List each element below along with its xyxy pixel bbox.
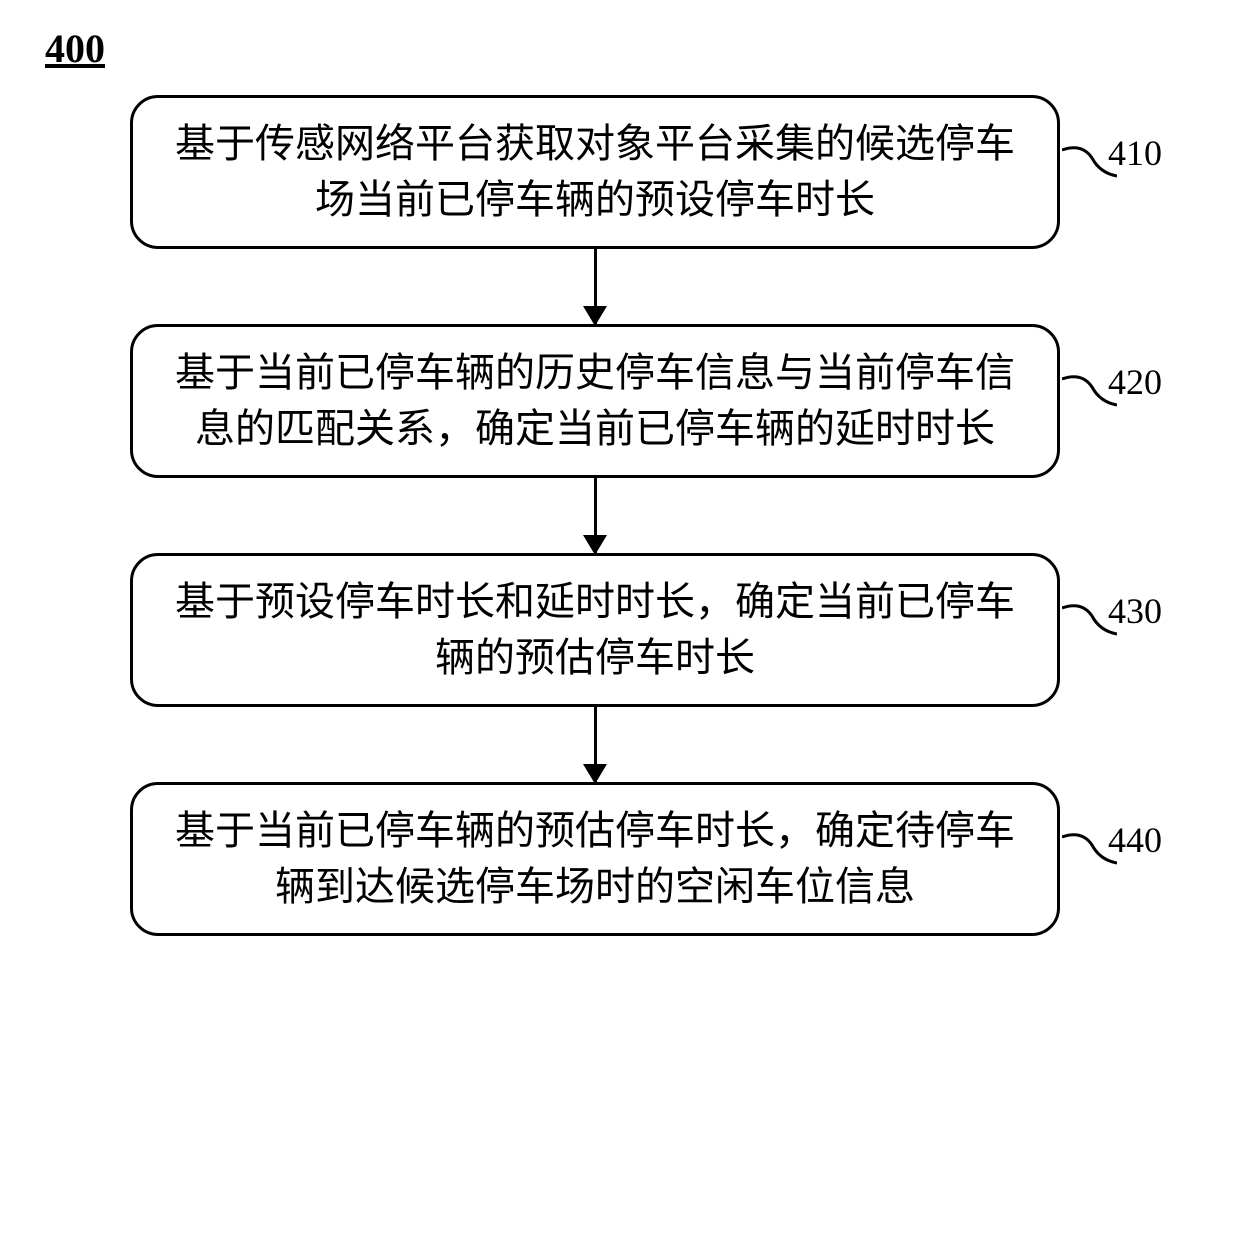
arrow-down-icon [594, 478, 597, 553]
arrow-down-icon [594, 707, 597, 782]
step-box-420: 基于当前已停车辆的历史停车信息与当前停车信息的匹配关系，确定当前已停车辆的延时时… [130, 324, 1060, 478]
step-box-430: 基于预设停车时长和延时时长，确定当前已停车辆的预估停车时长 430 [130, 553, 1060, 707]
step-id-label: 430 [1108, 586, 1162, 636]
flowchart-container: 基于传感网络平台获取对象平台采集的候选停车场当前已停车辆的预设停车时长 410 … [65, 95, 1125, 936]
step-id-label: 420 [1108, 357, 1162, 407]
step-id-label: 410 [1108, 128, 1162, 178]
figure-number-label: 400 [45, 25, 105, 72]
step-text: 基于预设停车时长和延时时长，确定当前已停车辆的预估停车时长 [175, 579, 1015, 680]
step-box-440: 基于当前已停车辆的预估停车时长，确定待停车辆到达候选停车场时的空闲车位信息 44… [130, 782, 1060, 936]
step-text: 基于传感网络平台获取对象平台采集的候选停车场当前已停车辆的预设停车时长 [175, 121, 1015, 222]
arrow-down-icon [594, 249, 597, 324]
step-text: 基于当前已停车辆的预估停车时长，确定待停车辆到达候选停车场时的空闲车位信息 [175, 808, 1015, 909]
step-box-410: 基于传感网络平台获取对象平台采集的候选停车场当前已停车辆的预设停车时长 410 [130, 95, 1060, 249]
step-id-label: 440 [1108, 815, 1162, 865]
step-text: 基于当前已停车辆的历史停车信息与当前停车信息的匹配关系，确定当前已停车辆的延时时… [175, 350, 1015, 451]
